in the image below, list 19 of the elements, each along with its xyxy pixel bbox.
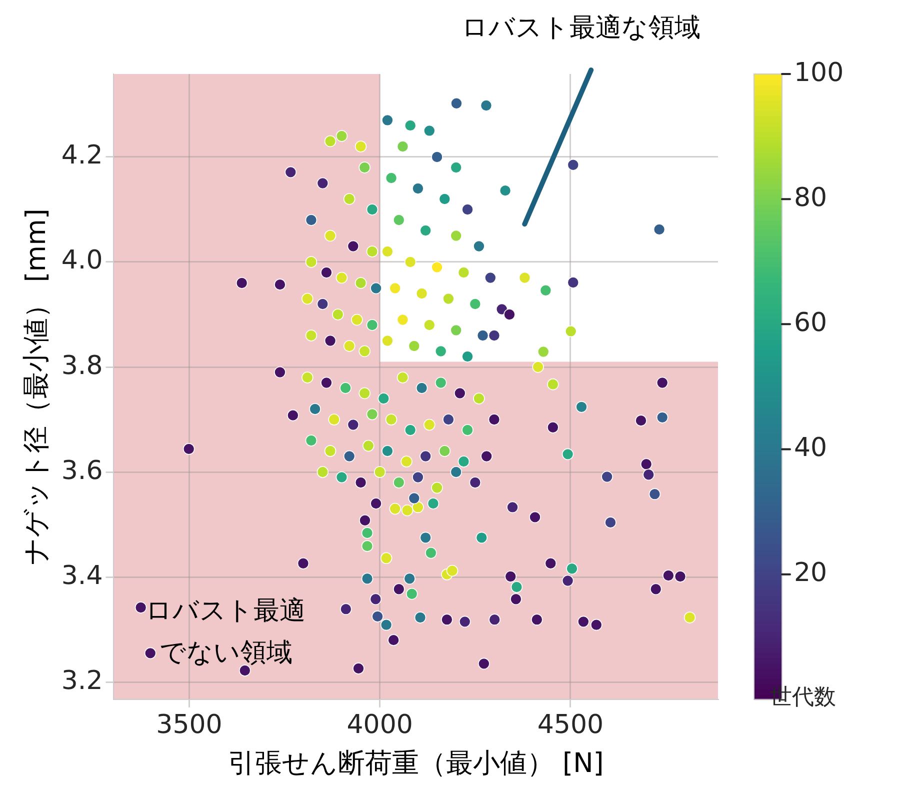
color-bar-label: 20 (794, 558, 828, 588)
color-bar-label: 40 (794, 432, 828, 463)
x-tick-label: 3500 (156, 710, 222, 740)
x-tick-label: 4000 (346, 710, 413, 740)
y-tick-label: 3.2 (61, 666, 103, 696)
y-tick-label: 3.4 (61, 560, 103, 591)
band-label: ロバスト最適でない領域 (146, 596, 306, 668)
color-bar-label: 60 (794, 308, 828, 338)
text: ロバスト最適な領域 (462, 12, 701, 43)
x-axis-title: 引張せん断荷重（最小値） [N] (228, 748, 604, 779)
y-tick-label: 3.8 (61, 350, 103, 381)
y-tick-label: 4.2 (61, 140, 103, 171)
y-axis-title: ナゲット径（最小値） [mm] (21, 208, 52, 565)
color-bar-label: 100 (794, 58, 844, 88)
y-tick-label: 3.6 (61, 456, 103, 486)
color-bar-title: 世代数 (770, 685, 836, 710)
y-tick-label: 4.0 (61, 246, 103, 276)
x-tick-label: 4500 (537, 710, 604, 740)
color-bar-label: 80 (794, 182, 828, 213)
